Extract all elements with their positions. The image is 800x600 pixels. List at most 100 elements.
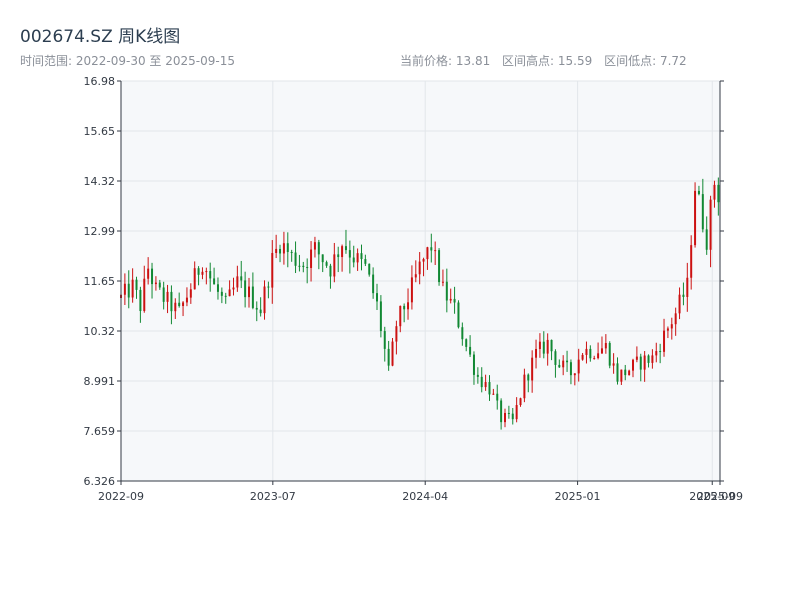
x-tick-label: 2025-09 xyxy=(689,490,735,503)
candle-down xyxy=(376,293,379,302)
candle-up xyxy=(422,259,425,262)
candle-down xyxy=(705,229,708,250)
candle-down xyxy=(213,278,216,285)
candle-up xyxy=(271,252,274,288)
candle-up xyxy=(333,254,336,277)
candle-up xyxy=(593,358,596,360)
candle-up xyxy=(694,190,697,246)
candle-up xyxy=(414,274,417,278)
candle-down xyxy=(550,339,553,352)
candle-down xyxy=(286,243,289,252)
candle-down xyxy=(387,348,390,366)
candle-down xyxy=(445,281,448,301)
candle-up xyxy=(581,354,584,360)
candle-up xyxy=(686,277,689,297)
chart-title: 002674.SZ 周K线图 xyxy=(20,27,181,47)
candle-up xyxy=(666,328,669,331)
candle-up xyxy=(635,356,638,360)
candle-down xyxy=(317,242,320,255)
candle-down xyxy=(360,253,363,260)
candle-down xyxy=(162,287,165,302)
candle-up xyxy=(131,279,134,298)
range-low-text: 区间低点: 7.72 xyxy=(604,54,687,68)
candle-down xyxy=(511,413,514,420)
date-range-text: 时间范围: 2022-09-30 至 2025-09-15 xyxy=(20,54,235,68)
candle-down xyxy=(469,346,472,355)
candle-up xyxy=(410,277,413,303)
candle-up xyxy=(585,348,588,355)
candle-up xyxy=(395,326,398,342)
candle-down xyxy=(337,254,340,258)
y-tick-label: 8.991 xyxy=(84,375,116,388)
y-tick-label: 12.99 xyxy=(84,225,116,238)
candle-down xyxy=(306,267,309,269)
candle-up xyxy=(449,298,452,301)
candle-down xyxy=(364,259,367,264)
candle-up xyxy=(632,359,635,371)
candle-down xyxy=(352,257,355,263)
candle-up xyxy=(655,351,658,356)
candle-down xyxy=(430,247,433,251)
candle-up xyxy=(531,357,534,381)
candle-down xyxy=(224,295,227,297)
candle-up xyxy=(189,289,192,298)
candle-down xyxy=(244,280,247,298)
candle-down xyxy=(682,294,685,297)
current-price-text: 当前价格: 13.81 xyxy=(400,54,491,68)
candle-up xyxy=(538,341,541,349)
candle-down xyxy=(259,309,262,314)
candle-down xyxy=(472,354,475,375)
candle-down xyxy=(527,374,530,381)
candle-down xyxy=(717,184,720,203)
candle-down xyxy=(383,331,386,349)
price-stats: 当前价格: 13.81 区间高点: 15.59 区间低点: 7.72 xyxy=(400,52,695,69)
candle-down xyxy=(216,284,219,292)
candle-up xyxy=(523,374,526,399)
candle-down xyxy=(697,190,700,195)
candle-down xyxy=(461,327,464,340)
candle-down xyxy=(438,250,441,283)
candle-up xyxy=(147,268,150,279)
candle-up xyxy=(620,369,623,382)
candle-up xyxy=(154,282,157,285)
candle-up xyxy=(275,248,278,253)
candle-down xyxy=(476,374,479,377)
candle-up xyxy=(193,268,196,290)
candle-up xyxy=(407,302,410,310)
candle-down xyxy=(368,263,371,275)
candle-down xyxy=(294,252,297,266)
candle-down xyxy=(659,351,662,353)
candle-up xyxy=(418,261,421,275)
candle-up xyxy=(282,243,285,254)
candle-up xyxy=(651,355,654,363)
candles xyxy=(120,177,720,430)
candle-up xyxy=(426,247,429,260)
candle-up xyxy=(182,302,185,306)
candle-up xyxy=(143,278,146,312)
candle-up xyxy=(166,291,169,302)
y-tick-label: 15.65 xyxy=(84,125,116,138)
candle-up xyxy=(604,343,607,349)
candle-down xyxy=(480,376,483,388)
candle-up xyxy=(546,339,549,354)
y-tick-label: 7.659 xyxy=(84,425,116,438)
candle-down xyxy=(379,301,382,332)
candle-down xyxy=(302,265,305,268)
candle-up xyxy=(690,245,693,278)
candle-up xyxy=(713,184,716,200)
candle-up xyxy=(535,348,538,358)
x-tick-label: 2024-04 xyxy=(402,490,448,503)
candle-up xyxy=(492,393,495,395)
candle-up xyxy=(236,276,239,288)
candle-up xyxy=(519,398,522,406)
candle-up xyxy=(356,253,359,263)
candle-up xyxy=(643,355,646,370)
candle-down xyxy=(197,268,200,275)
candle-up xyxy=(434,250,437,252)
candle-down xyxy=(209,271,212,279)
candle-up xyxy=(670,324,673,329)
y-tick-label: 16.98 xyxy=(84,75,116,88)
candle-down xyxy=(321,254,324,263)
candle-down xyxy=(372,274,375,294)
x-tick-label: 2025-01 xyxy=(555,490,601,503)
